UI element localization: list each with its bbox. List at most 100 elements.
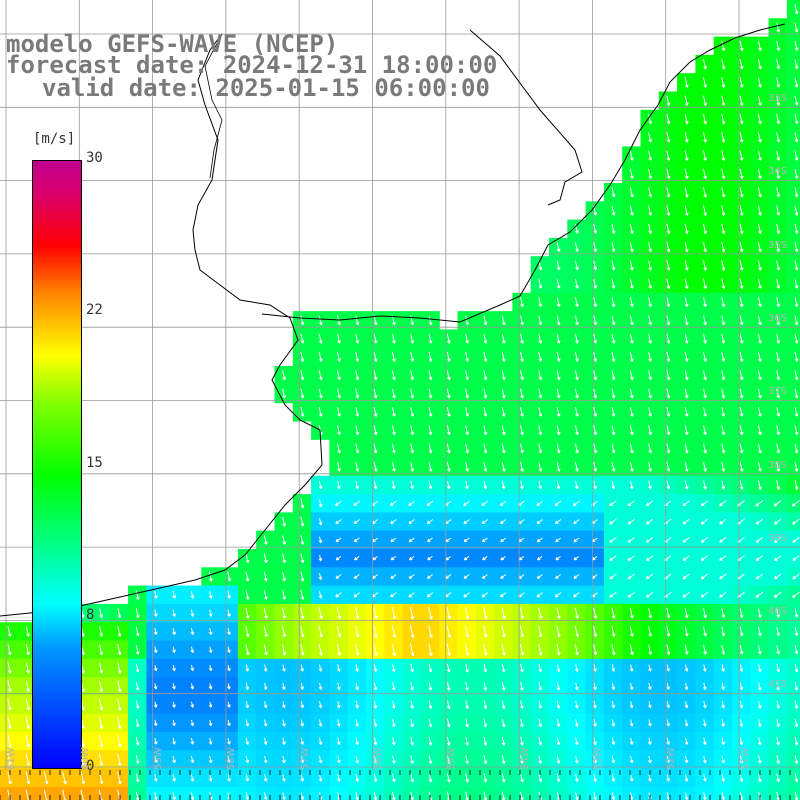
wind-arrow xyxy=(666,388,671,399)
wind-arrow xyxy=(408,500,416,506)
wind-arrow xyxy=(648,664,652,672)
wind-arrow xyxy=(739,755,744,764)
wind-arrow xyxy=(428,700,433,709)
wind-arrow xyxy=(428,425,433,436)
wind-arrow xyxy=(739,297,744,307)
wind-arrow xyxy=(355,352,360,362)
wind-cell xyxy=(91,786,111,800)
wind-arrow xyxy=(282,388,287,399)
wind-arrow xyxy=(755,537,763,543)
wind-arrow xyxy=(117,680,122,693)
wind-arrow xyxy=(593,443,598,454)
wind-arrow xyxy=(776,352,781,362)
wind-arrow xyxy=(227,628,231,635)
wind-arrow xyxy=(648,132,653,143)
wind-arrow xyxy=(337,352,341,362)
lat-label: 33S xyxy=(768,93,788,104)
wind-arrow xyxy=(684,223,689,235)
wind-arrow xyxy=(428,333,433,344)
wind-arrow xyxy=(446,718,451,728)
lon-label: 54W xyxy=(520,747,531,770)
wind-arrow xyxy=(757,187,762,198)
wind-arrow xyxy=(153,701,158,708)
wind-arrow xyxy=(702,701,707,709)
wind-cell xyxy=(786,366,800,385)
wind-arrow xyxy=(627,591,635,598)
wind-arrow xyxy=(483,461,488,472)
wind-arrow xyxy=(702,278,707,290)
wind-arrow xyxy=(684,608,689,619)
wind-arrow xyxy=(757,406,762,417)
wind-arrow xyxy=(574,480,579,490)
wind-arrow xyxy=(135,755,140,764)
wind-cell xyxy=(494,786,513,800)
wind-arrow xyxy=(684,443,689,454)
wind-arrow xyxy=(703,425,707,436)
wind-arrow xyxy=(190,609,195,617)
wind-arrow xyxy=(573,519,580,525)
wind-arrow xyxy=(609,555,617,562)
wind-arrow xyxy=(648,443,653,454)
wind-arrow xyxy=(519,607,525,620)
wind-arrow xyxy=(721,664,725,672)
wind-arrow xyxy=(538,700,543,709)
wind-arrow xyxy=(666,205,671,216)
wind-arrow xyxy=(190,719,195,727)
wind-arrow xyxy=(776,700,780,709)
wind-arrow xyxy=(574,242,579,252)
wind-arrow xyxy=(721,773,725,782)
wind-arrow xyxy=(721,608,726,619)
wind-arrow xyxy=(776,242,781,253)
wind-arrow xyxy=(739,425,744,436)
wind-arrow xyxy=(629,774,634,782)
wind-arrow xyxy=(719,555,727,562)
wind-arrow xyxy=(721,241,726,253)
wind-arrow xyxy=(757,113,762,125)
wind-arrow xyxy=(245,755,250,764)
wind-arrow xyxy=(391,718,396,728)
wind-arrow xyxy=(464,643,470,656)
wind-cell xyxy=(786,0,800,19)
wind-arrow xyxy=(245,625,250,637)
wind-arrow xyxy=(446,388,451,399)
wind-arrow xyxy=(282,553,287,564)
wind-arrow xyxy=(355,425,360,436)
wind-arrow xyxy=(7,716,12,729)
wind-arrow xyxy=(611,333,616,344)
wind-arrow xyxy=(757,242,762,253)
wind-arrow xyxy=(684,352,689,362)
wind-arrow xyxy=(774,537,782,543)
wind-arrow xyxy=(463,519,470,525)
wind-arrow xyxy=(757,388,762,399)
wind-arrow xyxy=(538,443,543,454)
wind-arrow xyxy=(739,644,744,655)
wind-arrow xyxy=(410,443,415,454)
wind-arrow xyxy=(300,388,305,399)
lon-label: 58W xyxy=(226,747,237,770)
wind-arrow xyxy=(465,388,470,399)
wind-arrow xyxy=(300,535,305,545)
wind-arrow xyxy=(318,774,323,782)
wind-cell xyxy=(786,695,800,715)
wind-arrow xyxy=(739,40,744,52)
wind-arrow xyxy=(757,95,762,106)
wind-arrow xyxy=(593,700,597,709)
wind-arrow xyxy=(245,792,250,800)
wind-arrow xyxy=(629,755,634,764)
wind-arrow xyxy=(574,333,579,344)
wind-arrow xyxy=(25,735,31,748)
wind-arrow xyxy=(721,315,726,326)
wind-arrow xyxy=(739,150,744,161)
colorbar-tick-0: 0 xyxy=(86,758,95,774)
wind-arrow xyxy=(520,297,524,307)
wind-arrow xyxy=(703,333,707,344)
wind-arrow xyxy=(245,589,250,600)
wind-arrow xyxy=(481,537,488,543)
wind-arrow xyxy=(757,700,762,709)
wind-arrow xyxy=(648,370,653,381)
wind-arrow xyxy=(666,150,671,161)
wind-arrow xyxy=(373,443,378,454)
wind-arrow xyxy=(593,315,598,326)
wind-arrow xyxy=(336,700,341,709)
wind-arrow xyxy=(483,480,488,490)
